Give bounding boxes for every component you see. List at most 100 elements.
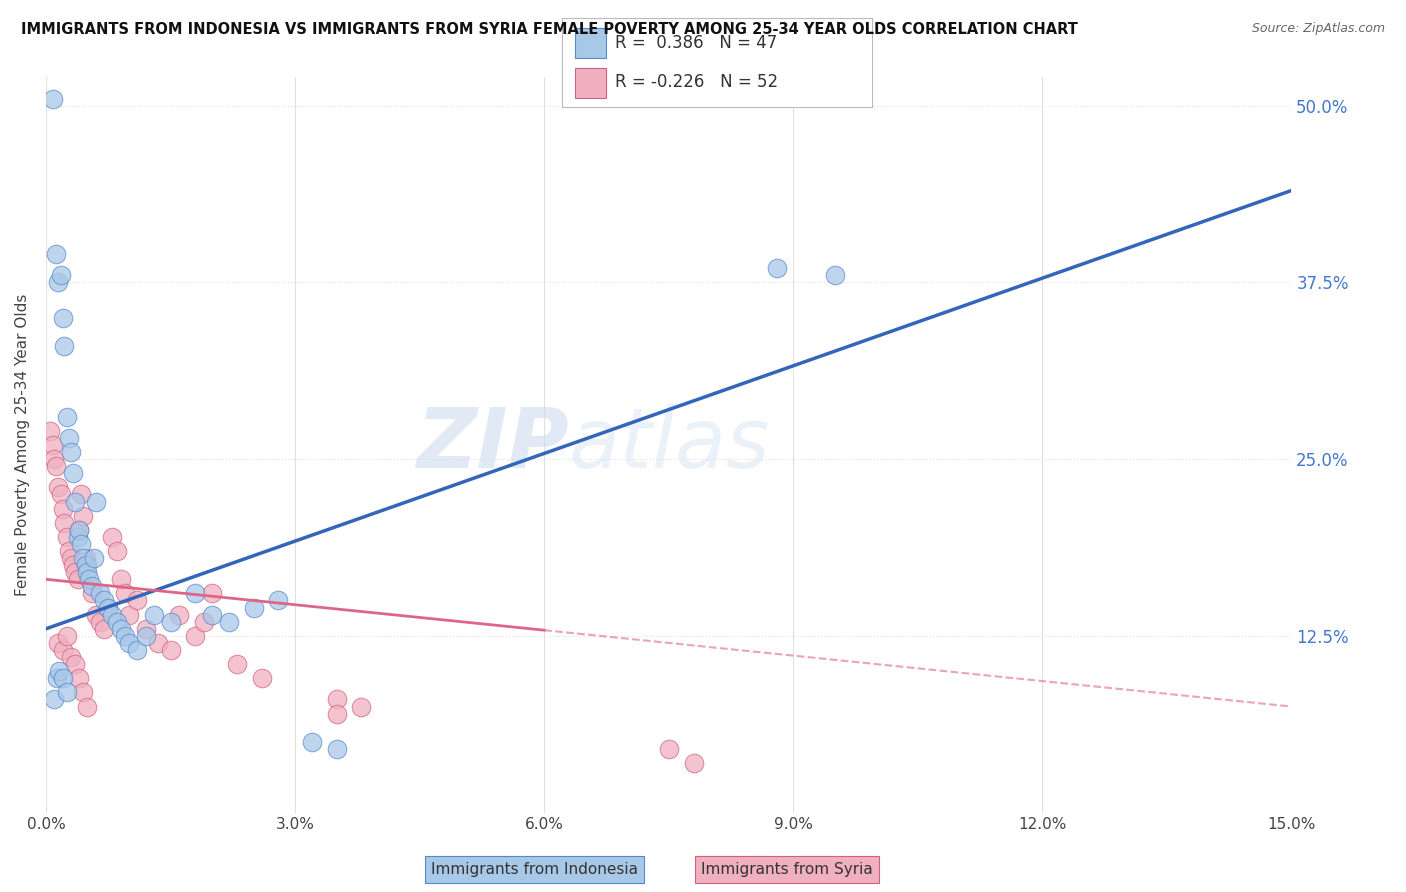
Y-axis label: Female Poverty Among 25-34 Year Olds: Female Poverty Among 25-34 Year Olds [15,293,30,596]
Point [110,572,132,586]
Point [48,480,70,494]
Point [67,671,90,685]
Point [84,494,107,508]
Point [58,431,80,445]
Point [72,685,94,699]
Point [350,699,373,714]
Point [55,409,77,424]
Point [45,671,67,685]
Point [53,516,76,530]
Point [127,643,149,657]
FancyBboxPatch shape [575,68,606,98]
Text: atlas: atlas [569,404,770,485]
Point [63,566,86,580]
Text: R =  0.386   N = 47: R = 0.386 N = 47 [614,34,778,52]
Point [77,572,100,586]
Point [52,671,75,685]
Point [66,572,89,586]
Point [184,586,207,600]
Point [55,530,77,544]
Point [105,544,128,558]
Point [45,247,67,261]
Point [101,530,124,544]
Text: IMMIGRANTS FROM INDONESIA VS IMMIGRANTS FROM SYRIA FEMALE POVERTY AMONG 25-34 YE: IMMIGRANTS FROM INDONESIA VS IMMIGRANTS … [21,22,1078,37]
Point [325,706,347,721]
Point [41,438,63,452]
Point [146,636,169,650]
Point [824,268,846,283]
Point [159,643,181,657]
Point [682,756,704,770]
Text: ZIP: ZIP [416,404,569,485]
Point [80,586,103,600]
Point [69,487,91,501]
Point [49,487,72,501]
Point [765,261,787,276]
Point [201,607,224,622]
FancyBboxPatch shape [575,28,606,58]
Point [76,566,98,580]
Point [75,551,97,566]
Point [44,692,66,706]
Point [89,586,111,600]
Point [48,664,70,678]
Point [658,742,681,756]
Point [76,699,98,714]
Point [62,558,84,573]
Point [63,657,86,672]
Point [72,551,94,566]
Text: Source: ZipAtlas.com: Source: ZipAtlas.com [1251,22,1385,36]
Point [97,600,120,615]
Point [93,622,115,636]
Text: Immigrants from Indonesia: Immigrants from Indonesia [430,863,638,877]
Point [193,615,215,629]
Point [135,629,157,643]
Point [242,600,264,615]
Point [49,268,72,283]
Point [62,467,84,481]
Point [89,615,111,629]
Text: Immigrants from Syria: Immigrants from Syria [702,863,873,877]
Point [114,586,136,600]
Point [63,494,86,508]
Point [44,452,66,467]
Point [250,671,273,685]
Point [118,636,141,650]
Point [52,310,75,325]
Point [45,459,67,474]
Point [58,544,80,558]
Point [118,607,141,622]
Point [83,551,105,566]
Point [69,537,91,551]
Text: R = -0.226   N = 52: R = -0.226 N = 52 [614,73,778,91]
Point [142,607,165,622]
Point [59,650,82,665]
Point [72,508,94,523]
Point [84,607,107,622]
Point [80,579,103,593]
Point [67,523,90,537]
Point [52,643,75,657]
Point [301,735,323,749]
Point [110,622,132,636]
Point [67,523,90,537]
Point [201,586,224,600]
Point [48,276,70,290]
Point [93,593,115,607]
Point [325,742,347,756]
Point [55,629,77,643]
Point [105,615,128,629]
Point [59,551,82,566]
Point [127,593,149,607]
Point [59,445,82,459]
Point [55,685,77,699]
Point [39,424,62,438]
Point [135,622,157,636]
Point [325,692,347,706]
Point [159,615,181,629]
Point [97,600,120,615]
Point [267,593,290,607]
Point [218,615,240,629]
Point [114,629,136,643]
Point [52,501,75,516]
